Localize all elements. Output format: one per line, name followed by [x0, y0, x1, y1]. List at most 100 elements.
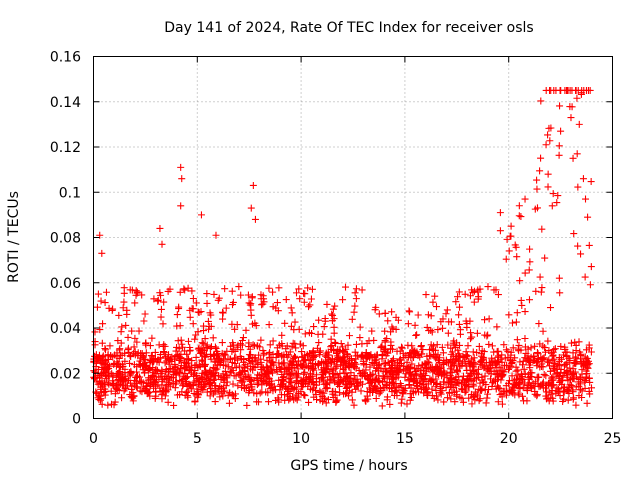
data-point — [236, 352, 244, 360]
data-point — [507, 348, 515, 356]
data-point — [98, 339, 106, 347]
data-point — [549, 190, 557, 198]
data-point — [449, 339, 457, 347]
data-point — [541, 348, 549, 356]
data-point — [571, 338, 579, 346]
data-point — [97, 297, 105, 305]
data-point — [304, 284, 312, 292]
data-point — [378, 402, 386, 410]
data-point — [472, 375, 480, 383]
data-point — [138, 350, 146, 358]
data-point — [188, 287, 196, 295]
data-point — [163, 354, 171, 362]
data-point — [468, 333, 476, 341]
data-point — [160, 298, 168, 306]
data-point — [289, 384, 297, 392]
data-point — [452, 343, 460, 351]
data-point — [278, 331, 286, 339]
data-point — [251, 354, 259, 362]
data-point — [129, 389, 137, 397]
data-point — [93, 378, 101, 386]
data-point — [366, 363, 374, 371]
data-point — [269, 288, 277, 296]
data-point — [204, 374, 212, 382]
data-point — [464, 357, 472, 365]
data-point — [287, 322, 295, 330]
data-point — [378, 378, 386, 386]
data-point — [131, 334, 139, 342]
data-point — [352, 364, 360, 372]
data-point — [310, 393, 318, 401]
data-point — [573, 94, 581, 102]
data-point — [439, 315, 447, 323]
data-point — [577, 351, 585, 359]
data-point — [515, 202, 523, 210]
data-point — [505, 247, 513, 255]
data-point — [531, 342, 539, 350]
data-point — [177, 365, 185, 373]
data-point — [259, 347, 267, 355]
data-point — [257, 336, 265, 344]
data-point — [531, 205, 539, 213]
data-point — [404, 341, 412, 349]
data-point — [464, 342, 472, 350]
data-point — [401, 373, 409, 381]
data-point — [413, 372, 421, 380]
data-point — [230, 372, 238, 380]
data-point — [524, 381, 532, 389]
data-point — [169, 373, 177, 381]
data-point — [123, 306, 131, 314]
data-point — [536, 167, 544, 175]
data-point — [556, 102, 564, 110]
data-point — [427, 341, 435, 349]
data-point — [467, 376, 475, 384]
data-points — [90, 86, 596, 410]
data-point — [321, 314, 329, 322]
data-point — [291, 354, 299, 362]
data-point — [562, 368, 570, 376]
data-point — [370, 336, 378, 344]
data-point — [430, 394, 438, 402]
x-axis-label: GPS time / hours — [290, 458, 407, 474]
data-point — [437, 364, 445, 372]
data-point — [497, 373, 505, 381]
data-point — [527, 344, 535, 352]
data-point — [191, 335, 199, 343]
data-point — [467, 335, 475, 343]
data-point — [397, 382, 405, 390]
data-point — [425, 365, 433, 373]
data-point — [481, 316, 489, 324]
data-point — [398, 395, 406, 403]
data-point — [126, 359, 134, 367]
data-point — [533, 349, 541, 357]
data-point — [286, 390, 294, 398]
data-point — [382, 352, 390, 360]
data-point — [569, 388, 577, 396]
data-point — [176, 376, 184, 384]
data-point — [276, 386, 284, 394]
data-point — [358, 371, 366, 379]
data-point — [210, 290, 218, 298]
data-point — [198, 356, 206, 364]
data-point — [577, 360, 585, 368]
data-point — [306, 301, 314, 309]
data-point — [545, 124, 553, 132]
data-point — [404, 320, 412, 328]
data-point — [142, 349, 150, 357]
data-point — [501, 354, 509, 362]
data-point — [258, 381, 266, 389]
data-point — [184, 337, 192, 345]
data-point — [119, 304, 127, 312]
data-point — [177, 163, 185, 171]
data-point — [233, 321, 241, 329]
data-point — [388, 379, 396, 387]
data-point — [544, 183, 552, 191]
data-point — [148, 358, 156, 366]
data-point — [392, 387, 400, 395]
data-point — [95, 351, 103, 359]
data-point — [505, 311, 513, 319]
data-point — [119, 380, 127, 388]
data-point — [96, 372, 104, 380]
data-point — [537, 154, 545, 162]
data-point — [329, 390, 337, 398]
